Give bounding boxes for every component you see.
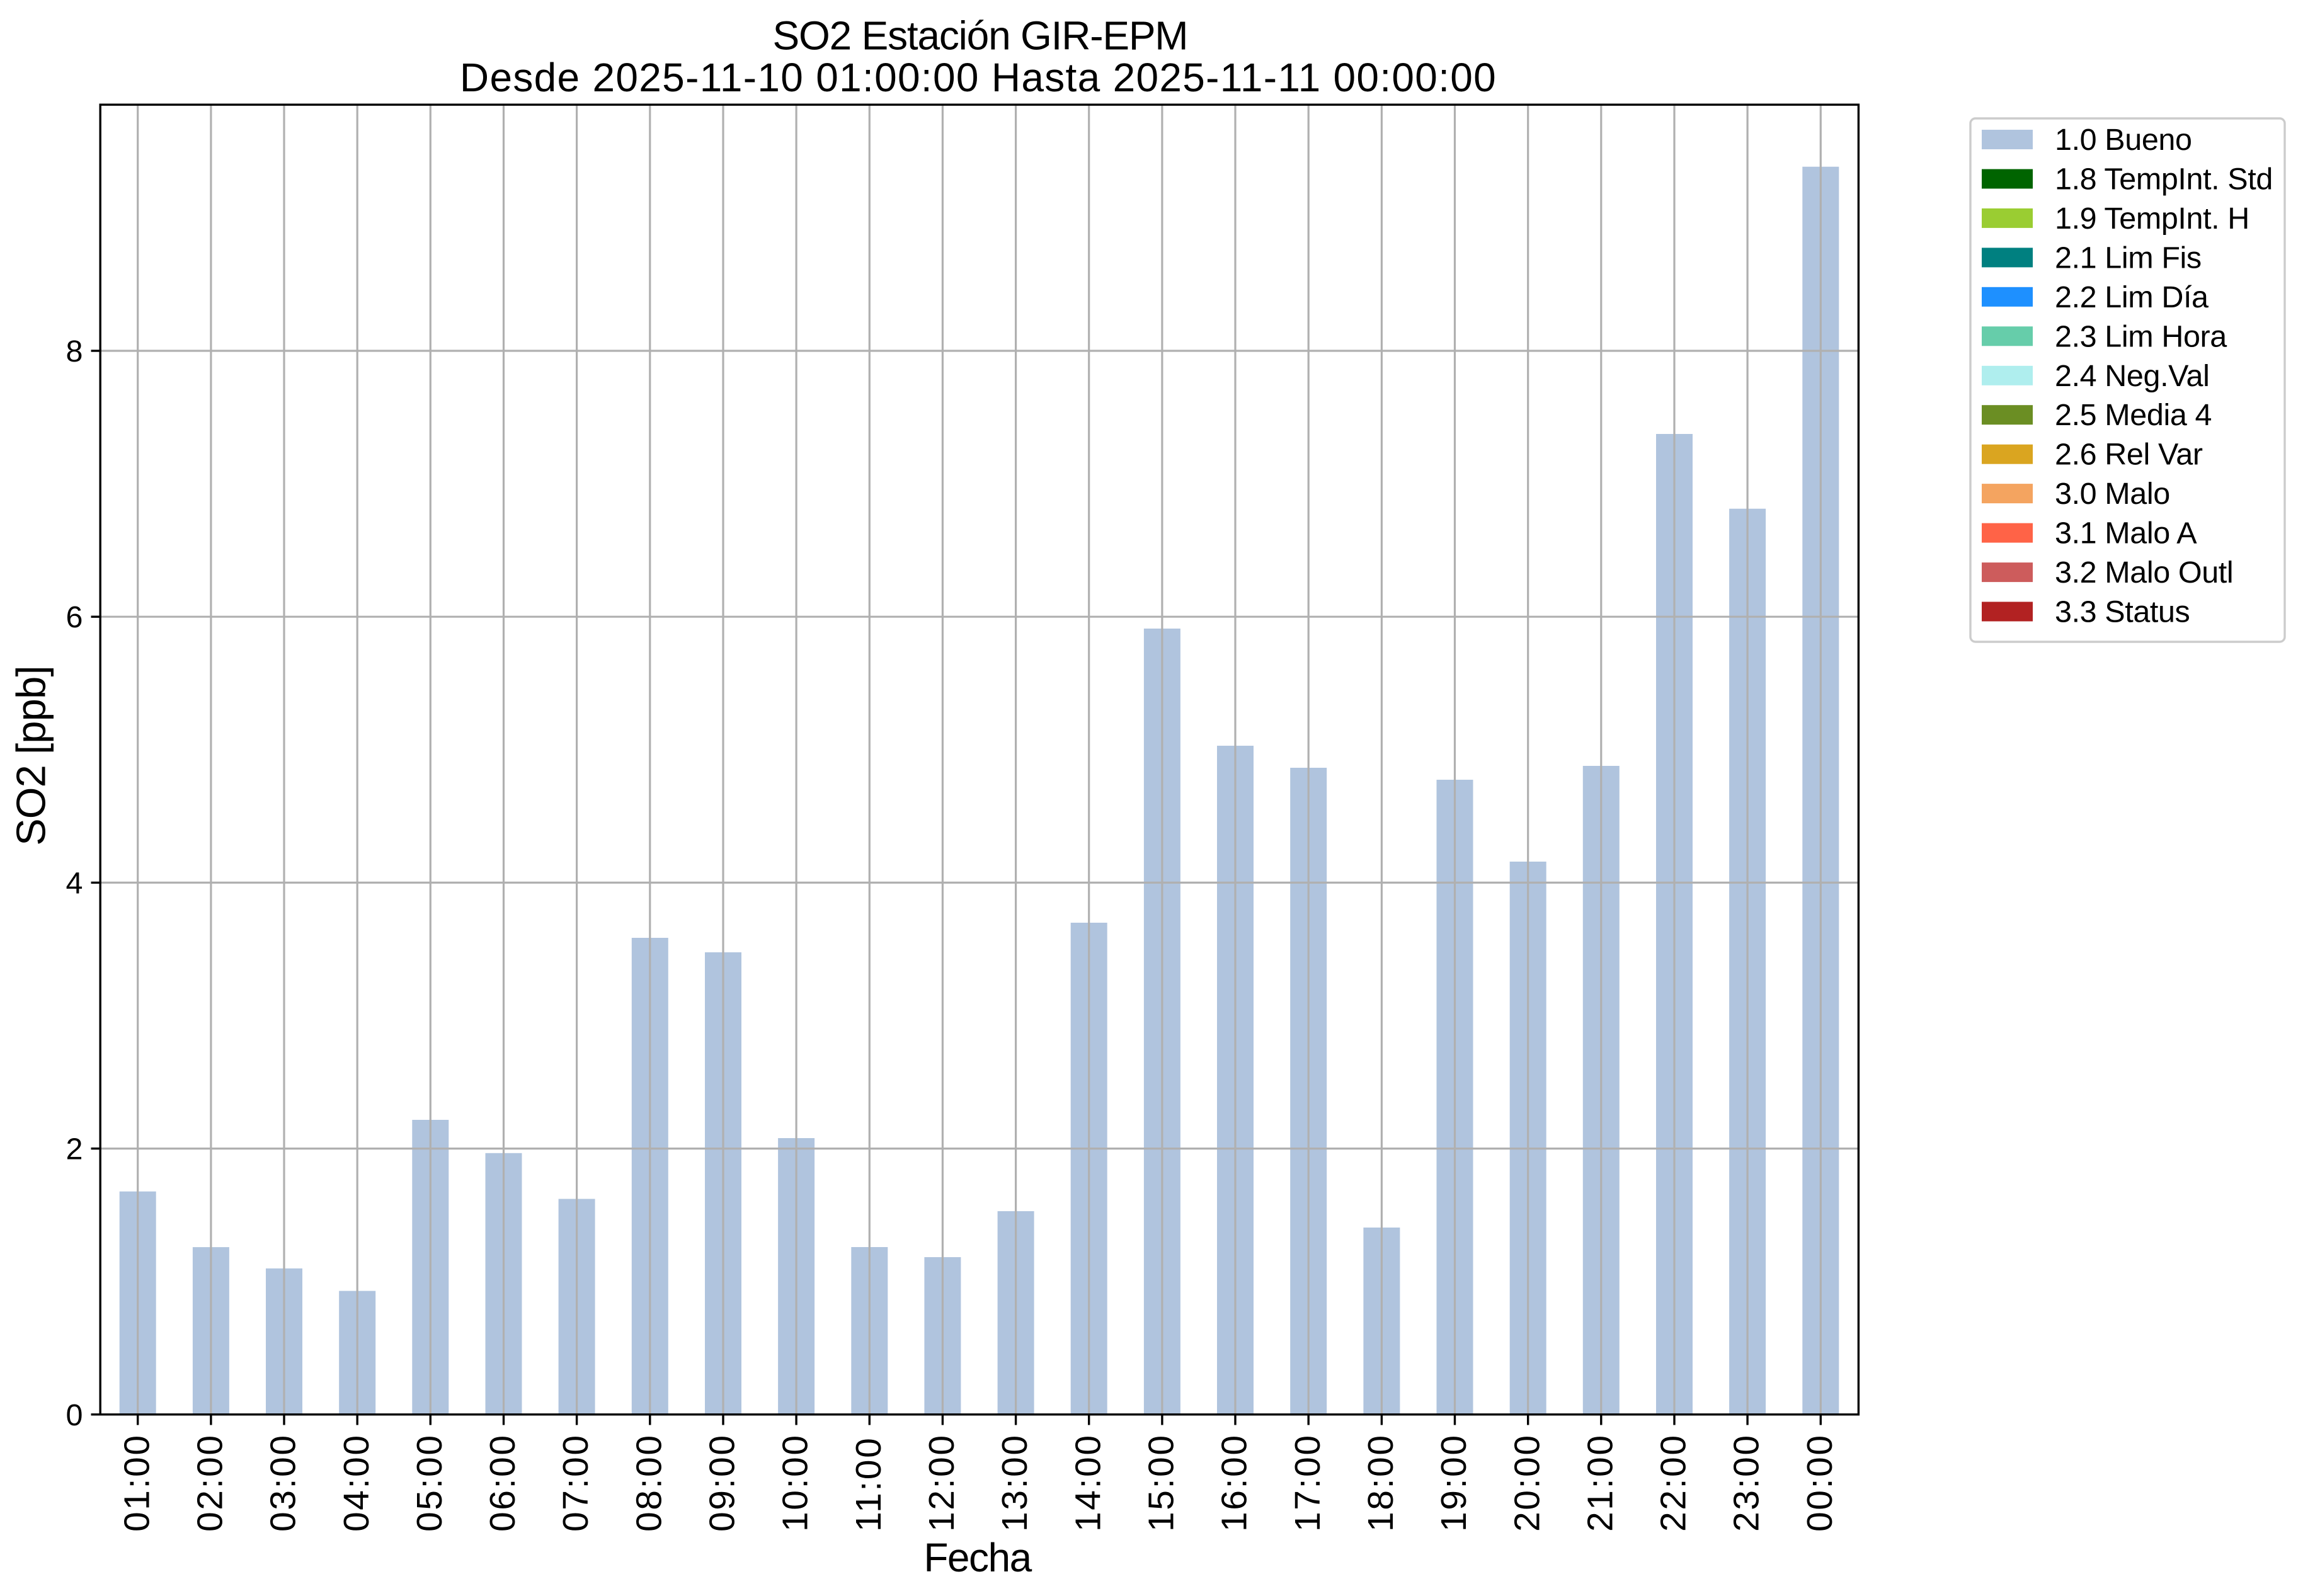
svg-text:4: 4 [66, 866, 83, 900]
svg-text:12:00: 12:00 [922, 1434, 962, 1532]
svg-text:2.3 Lim Hora: 2.3 Lim Hora [2055, 319, 2227, 353]
svg-text:08:00: 08:00 [629, 1434, 669, 1532]
svg-text:21:00: 21:00 [1580, 1434, 1620, 1532]
svg-text:15:00: 15:00 [1141, 1434, 1182, 1532]
svg-text:3.0 Malo: 3.0 Malo [2055, 477, 2170, 511]
svg-text:1.0 Bueno: 1.0 Bueno [2055, 123, 2192, 157]
svg-text:23:00: 23:00 [1727, 1434, 1767, 1532]
svg-text:03:00: 03:00 [263, 1434, 304, 1532]
svg-text:20:00: 20:00 [1507, 1434, 1547, 1532]
svg-text:22:00: 22:00 [1654, 1434, 1694, 1532]
svg-text:6: 6 [66, 600, 83, 634]
svg-text:05:00: 05:00 [409, 1434, 450, 1532]
svg-text:18:00: 18:00 [1361, 1434, 1401, 1532]
svg-text:19:00: 19:00 [1434, 1434, 1474, 1532]
svg-text:2.5 Media 4: 2.5 Media 4 [2055, 398, 2212, 432]
svg-text:17:00: 17:00 [1288, 1434, 1328, 1532]
svg-text:00:00: 00:00 [1800, 1434, 1840, 1532]
svg-text:16:00: 16:00 [1214, 1434, 1255, 1532]
svg-text:1.9 TempInt. H: 1.9 TempInt. H [2055, 202, 2249, 236]
svg-text:2.4 Neg.Val: 2.4 Neg.Val [2055, 359, 2209, 393]
svg-text:01:00: 01:00 [117, 1434, 157, 1532]
svg-text:8: 8 [66, 334, 83, 368]
svg-text:Desde 2025-11-10 01:00:00 Hast: Desde 2025-11-10 01:00:00 Hasta 2025-11-… [460, 55, 1497, 100]
svg-text:04:00: 04:00 [336, 1434, 377, 1532]
svg-text:3.1 Malo A: 3.1 Malo A [2055, 516, 2197, 550]
svg-text:09:00: 09:00 [702, 1434, 743, 1532]
svg-text:2.2 Lim Día: 2.2 Lim Día [2055, 280, 2209, 314]
svg-text:2.6 Rel Var: 2.6 Rel Var [2055, 438, 2203, 472]
svg-text:13:00: 13:00 [995, 1434, 1035, 1532]
svg-text:Fecha: Fecha [923, 1535, 1032, 1580]
svg-text:06:00: 06:00 [483, 1434, 523, 1532]
svg-text:2.1 Lim Fis: 2.1 Lim Fis [2055, 241, 2202, 275]
svg-text:10:00: 10:00 [775, 1434, 816, 1532]
svg-text:1.8 TempInt. Std: 1.8 TempInt. Std [2055, 162, 2273, 197]
svg-text:SO2 Estación GIR-EPM: SO2 Estación GIR-EPM [773, 13, 1188, 59]
svg-text:3.3 Status: 3.3 Status [2055, 595, 2190, 629]
svg-text:11:00: 11:00 [849, 1437, 889, 1532]
svg-text:02:00: 02:00 [190, 1434, 231, 1532]
svg-text:SO2 [ppb]: SO2 [ppb] [8, 666, 54, 846]
svg-text:14:00: 14:00 [1068, 1434, 1108, 1532]
svg-text:07:00: 07:00 [556, 1434, 596, 1532]
svg-text:0: 0 [66, 1398, 83, 1432]
svg-text:2: 2 [66, 1132, 83, 1166]
svg-text:3.2 Malo Outl: 3.2 Malo Outl [2055, 556, 2233, 590]
